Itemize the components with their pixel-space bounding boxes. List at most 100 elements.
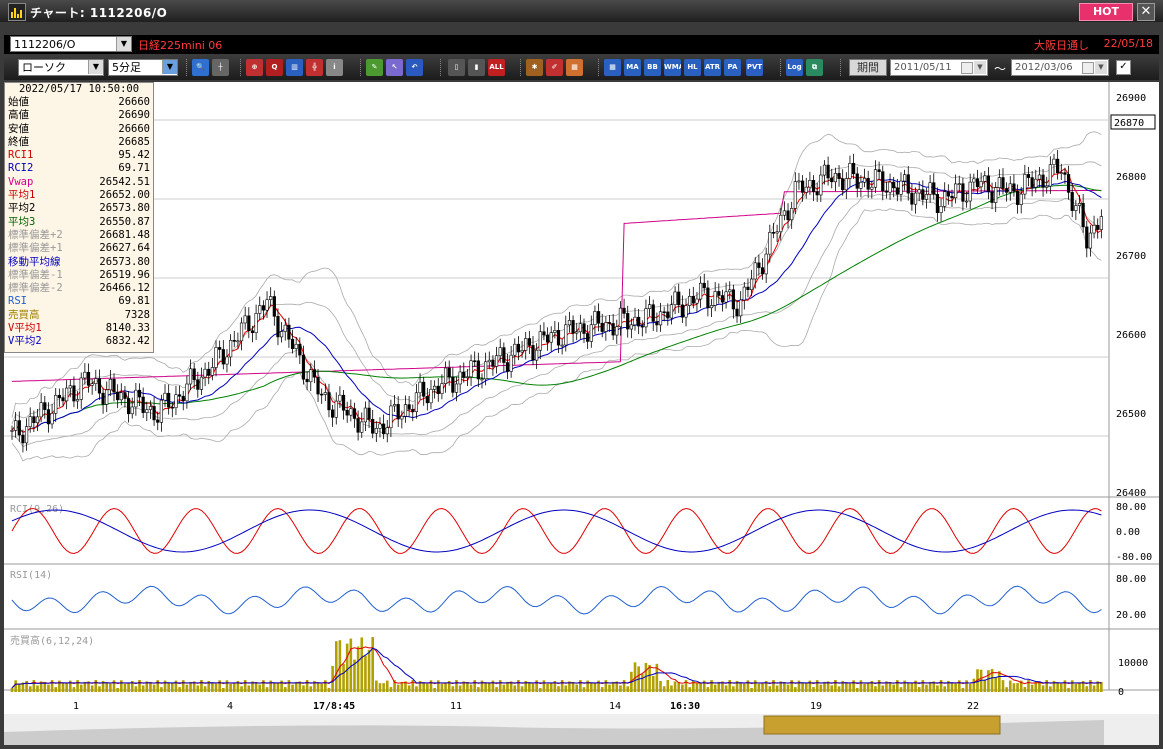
volume-bar	[855, 687, 859, 692]
interval-select[interactable]: 5分足 ▼	[108, 59, 178, 76]
chevron-down-icon[interactable]: ▼	[88, 60, 103, 74]
zoom-icon[interactable]: 🔍	[192, 59, 209, 76]
rci-tick: 80.00	[1116, 502, 1146, 513]
candle-body	[159, 399, 163, 423]
chart-area[interactable]: 26900 26800 26700 26600 26500 26400 26870 RCI(9…	[4, 82, 1159, 745]
interval-value: 5分足	[112, 61, 141, 74]
volume-bar	[804, 683, 808, 692]
period-button[interactable]: 期間	[849, 59, 887, 76]
candle-body	[669, 304, 674, 319]
candle-body	[862, 177, 867, 183]
volume-bar	[469, 684, 473, 692]
volume-bar	[458, 685, 462, 692]
calendar-icon[interactable]	[1082, 62, 1094, 74]
candle-body	[312, 369, 316, 378]
candle-body	[698, 282, 703, 300]
settings-icon[interactable]: ✱	[526, 59, 543, 76]
start-date-field[interactable]: 2011/05/11 ▼	[890, 59, 988, 76]
crosshair-icon[interactable]: ┼	[212, 59, 229, 76]
candle-body	[214, 347, 218, 368]
info-value: 26652.00	[99, 189, 150, 202]
volume-bar	[520, 686, 524, 692]
para-icon[interactable]: PA RA	[724, 59, 741, 76]
volume-bar	[156, 680, 160, 692]
chart-type-select[interactable]: ローソク ▼	[18, 59, 104, 76]
price-chart-svg[interactable]: 26900268002670026600265002640026870RCI(9…	[4, 82, 1159, 745]
volume-bar	[528, 682, 531, 692]
candle-body	[680, 304, 684, 318]
atr-icon[interactable]: ATR	[704, 59, 721, 76]
volume-bar	[775, 685, 779, 692]
price-tick: 26600	[1116, 330, 1146, 341]
close-button[interactable]: ✕	[1137, 3, 1155, 21]
volume-bar	[43, 681, 47, 692]
info-label: 標準偏差-1	[8, 268, 63, 281]
volume-bar	[353, 659, 356, 692]
candle-body	[356, 418, 360, 433]
calendar-icon[interactable]	[961, 62, 973, 74]
undo-icon[interactable]: ↶	[406, 59, 423, 76]
ma-blue-line	[11, 178, 1102, 433]
search-chart-icon[interactable]: Q	[266, 59, 283, 76]
all-icon[interactable]: ALL	[488, 59, 505, 76]
pin-icon[interactable]: ⊕	[246, 59, 263, 76]
candle-a-icon[interactable]: ▯	[448, 59, 465, 76]
candle-body	[822, 164, 827, 176]
candle-body	[79, 377, 83, 400]
candle-b-icon[interactable]: ▮	[468, 59, 485, 76]
volume-bar	[666, 680, 670, 692]
candle-body	[972, 178, 976, 183]
volume-bar	[327, 687, 331, 692]
volume-tick: 10000	[1118, 658, 1148, 669]
volume-bar	[50, 680, 54, 692]
apply-checkbox[interactable]: ✓	[1116, 60, 1131, 75]
cursor-icon[interactable]: ↖	[386, 59, 403, 76]
chevron-down-icon[interactable]: ▼	[974, 61, 986, 74]
toolbar-separator	[186, 59, 189, 76]
candle-body	[199, 376, 204, 390]
volume-bar	[633, 662, 637, 692]
info-value: 26627.64	[99, 242, 150, 255]
volume-bar	[925, 684, 928, 692]
candle-body	[633, 316, 637, 326]
candle-body	[622, 307, 626, 314]
symbol-select[interactable]: 1112206/O ▼	[10, 36, 132, 52]
grid-icon[interactable]: ╬	[306, 59, 323, 76]
pvt-icon[interactable]: PVT	[746, 59, 763, 76]
chevron-down-icon[interactable]: ▼	[116, 37, 131, 51]
chevron-down-icon[interactable]: ▼	[162, 60, 177, 74]
ma-grid-icon[interactable]: ▦	[604, 59, 621, 76]
palette-icon[interactable]: ▦	[566, 59, 583, 76]
brush-icon[interactable]: ✐	[546, 59, 563, 76]
info-label: RCI2	[8, 162, 34, 175]
volume-bar	[710, 680, 713, 692]
candle-body	[884, 190, 888, 193]
chevron-down-icon[interactable]: ▼	[1095, 61, 1107, 74]
info-icon[interactable]: i	[326, 59, 343, 76]
candle-body	[14, 420, 18, 431]
log-icon[interactable]: Log	[786, 59, 803, 76]
pen-icon[interactable]: ✎	[366, 59, 383, 76]
volume-bar	[10, 688, 14, 692]
wma-icon[interactable]: WMA	[664, 59, 681, 76]
bars-icon[interactable]: ▥	[286, 59, 303, 76]
candle-body	[979, 181, 983, 188]
ma-icon[interactable]: MA	[624, 59, 641, 76]
bb-icon[interactable]: BB	[644, 59, 661, 76]
candle-body	[808, 180, 812, 188]
hl-icon[interactable]: HL	[684, 59, 701, 76]
volume-bar	[728, 680, 732, 692]
candle-body	[418, 381, 422, 394]
end-date-field[interactable]: 2012/03/06 ▼	[1011, 59, 1109, 76]
candle-body	[400, 415, 404, 420]
volume-bar	[812, 687, 815, 692]
candle-body	[957, 183, 961, 186]
toolbar-separator	[360, 59, 363, 76]
volume-bar	[382, 683, 385, 692]
toolbar-separator	[520, 59, 523, 76]
end-date-value: 2012/03/06	[1015, 62, 1073, 73]
window-icon[interactable]: ⧉	[806, 59, 823, 76]
info-row: 標準偏差-1 26519.96	[5, 269, 153, 282]
volume-bar	[702, 680, 706, 692]
hot-button[interactable]: HOT	[1079, 3, 1133, 21]
